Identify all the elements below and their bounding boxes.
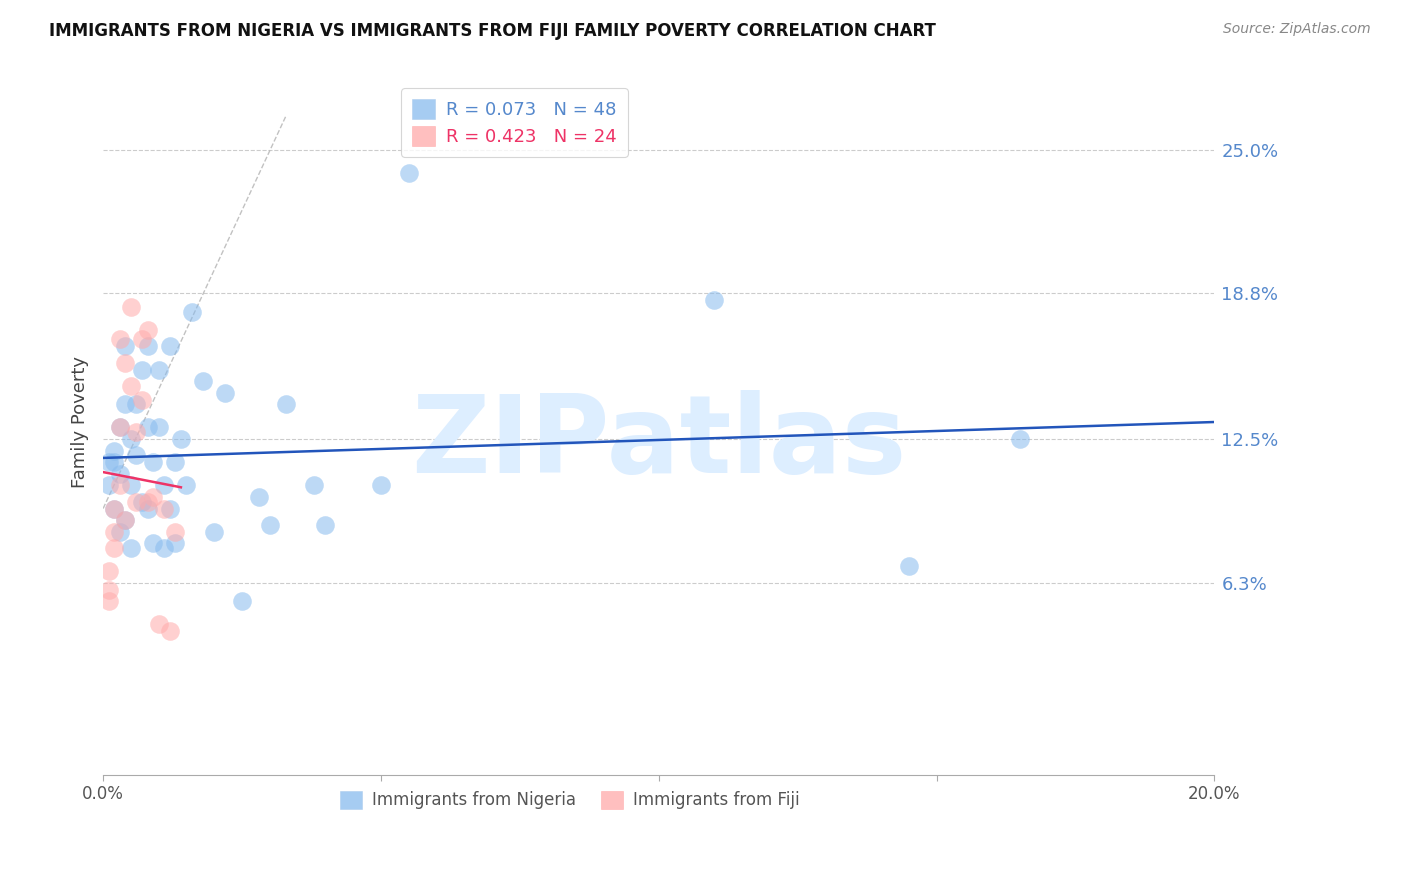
Point bbox=[97, 582, 120, 597]
Point bbox=[314, 517, 336, 532]
Point bbox=[103, 501, 125, 516]
Point bbox=[103, 443, 125, 458]
Text: ZIPatlas: ZIPatlas bbox=[411, 390, 907, 496]
Point bbox=[259, 517, 281, 532]
Point bbox=[120, 432, 142, 446]
Point bbox=[148, 362, 170, 376]
Point bbox=[159, 624, 181, 639]
Point bbox=[108, 524, 131, 539]
Point bbox=[142, 536, 165, 550]
Point bbox=[97, 478, 120, 492]
Point bbox=[398, 166, 420, 180]
Point bbox=[136, 323, 159, 337]
Point bbox=[170, 432, 193, 446]
Point bbox=[131, 362, 153, 376]
Text: Source: ZipAtlas.com: Source: ZipAtlas.com bbox=[1223, 22, 1371, 37]
Point bbox=[114, 339, 136, 353]
Point bbox=[165, 524, 187, 539]
Point bbox=[120, 541, 142, 555]
Point bbox=[131, 494, 153, 508]
Legend: Immigrants from Nigeria, Immigrants from Fiji: Immigrants from Nigeria, Immigrants from… bbox=[333, 784, 806, 816]
Point bbox=[176, 478, 198, 492]
Point bbox=[165, 536, 187, 550]
Point bbox=[153, 478, 176, 492]
Point bbox=[120, 378, 142, 392]
Point bbox=[108, 420, 131, 434]
Point bbox=[103, 541, 125, 555]
Point bbox=[276, 397, 298, 411]
Point bbox=[131, 392, 153, 407]
Point bbox=[114, 513, 136, 527]
Text: IMMIGRANTS FROM NIGERIA VS IMMIGRANTS FROM FIJI FAMILY POVERTY CORRELATION CHART: IMMIGRANTS FROM NIGERIA VS IMMIGRANTS FR… bbox=[49, 22, 936, 40]
Point bbox=[202, 524, 225, 539]
Point bbox=[897, 559, 920, 574]
Point bbox=[136, 501, 159, 516]
Point bbox=[136, 494, 159, 508]
Point bbox=[181, 304, 204, 318]
Point bbox=[142, 455, 165, 469]
Point bbox=[214, 385, 236, 400]
Point bbox=[103, 455, 125, 469]
Point bbox=[1008, 432, 1031, 446]
Point bbox=[108, 420, 131, 434]
Point bbox=[231, 594, 253, 608]
Point bbox=[148, 617, 170, 632]
Point bbox=[159, 339, 181, 353]
Point bbox=[114, 356, 136, 370]
Y-axis label: Family Poverty: Family Poverty bbox=[72, 356, 89, 488]
Point bbox=[159, 501, 181, 516]
Point bbox=[97, 455, 120, 469]
Point bbox=[304, 478, 326, 492]
Point bbox=[125, 494, 148, 508]
Point bbox=[125, 425, 148, 439]
Point bbox=[153, 541, 176, 555]
Point bbox=[103, 501, 125, 516]
Point bbox=[247, 490, 270, 504]
Point bbox=[148, 420, 170, 434]
Point bbox=[703, 293, 725, 307]
Point bbox=[125, 448, 148, 462]
Point bbox=[103, 524, 125, 539]
Point bbox=[131, 333, 153, 347]
Point bbox=[370, 478, 392, 492]
Point bbox=[97, 564, 120, 578]
Point bbox=[142, 490, 165, 504]
Point bbox=[97, 594, 120, 608]
Point bbox=[191, 374, 214, 388]
Point bbox=[120, 300, 142, 314]
Point bbox=[108, 333, 131, 347]
Point bbox=[165, 455, 187, 469]
Point bbox=[136, 339, 159, 353]
Point bbox=[114, 397, 136, 411]
Point bbox=[136, 420, 159, 434]
Point bbox=[125, 397, 148, 411]
Point bbox=[120, 478, 142, 492]
Point bbox=[114, 513, 136, 527]
Point bbox=[108, 467, 131, 481]
Point bbox=[108, 478, 131, 492]
Point bbox=[153, 501, 176, 516]
